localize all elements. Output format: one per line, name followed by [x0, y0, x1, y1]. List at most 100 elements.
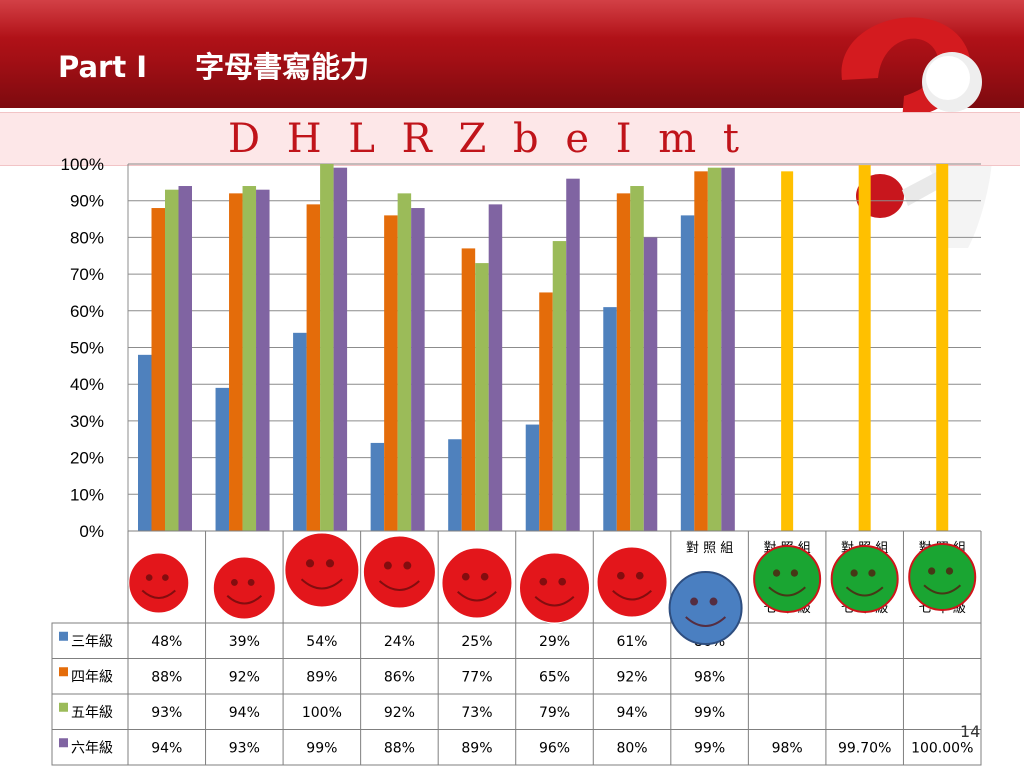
smiley-face-icon: [830, 545, 899, 613]
cell-value: 88%: [151, 669, 182, 685]
bar-四年級-3: [306, 204, 321, 531]
bar-四年級-4: [384, 215, 398, 531]
page-number: 14: [960, 722, 981, 741]
smiley-face-icon: [128, 552, 190, 614]
cell-value: 54%: [306, 634, 337, 650]
cell-value: 99%: [694, 740, 725, 756]
bar-三年級-3: [293, 332, 307, 531]
smiley-mouth-icon: [612, 590, 652, 601]
smiley-eye-icon: [790, 569, 799, 577]
cell-value: 24%: [384, 634, 415, 650]
bar-五年級-5: [475, 263, 489, 531]
bar-三年級-5: [448, 439, 462, 531]
bar-六年級-5: [488, 204, 503, 531]
bar-三年級-6: [525, 424, 540, 531]
slide-title: Part I 字母書寫能力: [58, 44, 369, 86]
cell-value: 96%: [539, 740, 570, 756]
bar-四年級-1: [151, 208, 165, 532]
row-header-四年級: 四年級: [71, 669, 113, 685]
smiley-eye-icon: [305, 559, 315, 568]
smiley-eye-icon: [772, 569, 781, 577]
y-tick-label: 30%: [70, 412, 104, 431]
smiley-eye-icon: [616, 571, 625, 580]
smiley-eye-icon: [230, 579, 238, 586]
cell-value: 93%: [151, 705, 182, 721]
legend-key-三年級: [59, 631, 68, 641]
bar-六年級-7: [643, 237, 658, 531]
y-tick-label: 0%: [79, 522, 104, 541]
smiley-eye-icon: [635, 571, 644, 580]
smiley-eye-icon: [945, 567, 954, 575]
cell-value: 100%: [302, 705, 342, 721]
bar-六年級-3: [333, 167, 348, 532]
bar-五年級-7: [630, 186, 644, 531]
bar-六年級-9: [781, 171, 794, 531]
bar-三年級-8: [680, 215, 695, 531]
cell-value: 93%: [229, 740, 260, 756]
smiley-eye-icon: [247, 579, 255, 586]
cell-value: 92%: [229, 669, 260, 685]
smiley-face-icon: [908, 543, 977, 611]
row-header-三年級: 三年級: [71, 634, 113, 650]
cell-value: 100.00%: [911, 740, 973, 756]
y-tick-label: 40%: [70, 375, 104, 394]
y-tick-label: 90%: [70, 192, 104, 211]
cell-value: 99%: [306, 740, 337, 756]
cell-value: 77%: [461, 669, 492, 685]
smiley-eye-icon: [383, 561, 392, 570]
cell-value: 79%: [539, 705, 570, 721]
cell-value: 94%: [229, 705, 260, 721]
smiley-face-icon: [668, 571, 743, 645]
smiley-eye-icon: [539, 577, 548, 586]
y-tick-label: 50%: [70, 339, 104, 358]
title-text: 字母書寫能力: [195, 50, 370, 84]
cell-value: 94%: [616, 705, 647, 721]
bar-五年級-6: [552, 241, 567, 531]
bar-六年級-8: [721, 167, 735, 532]
bar-四年級-6: [539, 292, 553, 531]
smiley-mouth-icon: [378, 580, 420, 591]
bar-四年級-8: [694, 171, 708, 531]
smiley-eye-icon: [868, 569, 876, 577]
smiley-eye-icon: [558, 577, 567, 586]
bar-四年級-2: [229, 193, 243, 532]
cell-value: 89%: [461, 740, 492, 756]
bar-三年級-2: [215, 387, 230, 531]
cell-value: 98%: [772, 740, 803, 756]
y-tick-label: 10%: [70, 485, 104, 504]
smiley-eye-icon: [325, 559, 335, 568]
cell-value: 92%: [616, 669, 647, 685]
cell-value: 99%: [694, 705, 725, 721]
bar-四年級-5: [461, 248, 476, 531]
smiley-mouth-icon: [685, 616, 727, 627]
smiley-mouth-icon: [141, 589, 176, 599]
smiley-face-icon: [753, 545, 822, 613]
y-tick-label: 100%: [61, 155, 104, 174]
bar-五年級-2: [242, 186, 257, 531]
cell-value: 88%: [384, 740, 415, 756]
bar-六年級-11: [936, 164, 949, 531]
smiley-mouth-icon: [923, 584, 962, 595]
y-tick-label: 80%: [70, 228, 104, 247]
bar-三年級-7: [603, 307, 617, 531]
cell-value: 61%: [616, 634, 647, 650]
legend-key-六年級: [59, 738, 68, 748]
smiley-mouth-icon: [226, 594, 263, 605]
bar-六年級-6: [566, 178, 580, 531]
bar-六年級-2: [256, 189, 270, 531]
bar-三年級-1: [138, 354, 152, 531]
column-label: 對 照 組: [686, 541, 733, 556]
bar-六年級-1: [178, 186, 192, 531]
smiley-mouth-icon: [845, 586, 884, 597]
smiley-eye-icon: [709, 597, 718, 606]
cell-value: 80%: [616, 740, 647, 756]
smiley-eye-icon: [162, 574, 169, 581]
cell-value: 86%: [384, 669, 415, 685]
smiley-eye-icon: [403, 561, 412, 570]
cell-value: 92%: [384, 705, 415, 721]
smiley-eye-icon: [690, 597, 699, 606]
smiley-eye-icon: [461, 572, 470, 581]
smiley-mouth-icon: [534, 596, 575, 607]
smiley-eye-icon: [480, 572, 489, 581]
